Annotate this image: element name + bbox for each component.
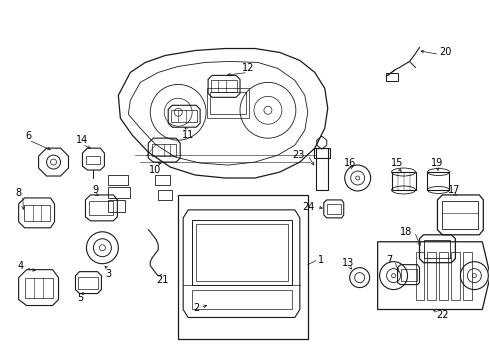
Text: 3: 3 [105,269,111,279]
Bar [196,224,288,280]
Text: 2: 2 [193,302,199,312]
Bar [24,205,49,221]
Text: 15: 15 [392,158,404,168]
Text: 13: 13 [342,258,354,268]
Bar [442,201,478,229]
Text: 9: 9 [92,185,98,195]
Text: 19: 19 [431,158,443,168]
Bar [400,269,416,280]
Bar [464,252,472,300]
Bar [90,201,113,215]
Text: 20: 20 [440,48,452,58]
Text: 7: 7 [386,255,392,265]
Bar [24,278,52,298]
Bar [192,289,292,310]
Text: 5: 5 [77,293,84,302]
Bar [207,88,249,118]
Text: 8: 8 [16,188,22,198]
Bar [86,156,100,164]
Text: 11: 11 [182,130,195,140]
Text: 14: 14 [76,135,89,145]
Text: 1: 1 [318,255,324,265]
Text: 18: 18 [400,227,413,237]
Text: 17: 17 [448,185,461,195]
Bar [327,204,341,214]
Bar [427,172,449,190]
Bar [316,148,328,190]
Bar [178,195,308,339]
Text: 22: 22 [436,310,449,320]
Bar [210,92,246,114]
Bar [152,144,176,156]
Bar [427,252,437,300]
Bar [192,220,292,285]
Bar [416,252,424,300]
Bar [392,172,416,190]
Text: 16: 16 [343,158,356,168]
Bar [440,252,448,300]
Text: 23: 23 [293,150,305,160]
Text: 24: 24 [302,202,315,212]
Bar [78,276,98,289]
Bar [424,240,450,258]
Bar [451,252,461,300]
Text: 10: 10 [149,165,161,175]
Text: 6: 6 [25,131,32,141]
Bar [211,80,237,92]
Text: 21: 21 [156,275,169,285]
Bar [314,148,330,158]
Text: 12: 12 [242,63,254,73]
Text: 4: 4 [18,261,24,271]
Bar [171,110,197,122]
